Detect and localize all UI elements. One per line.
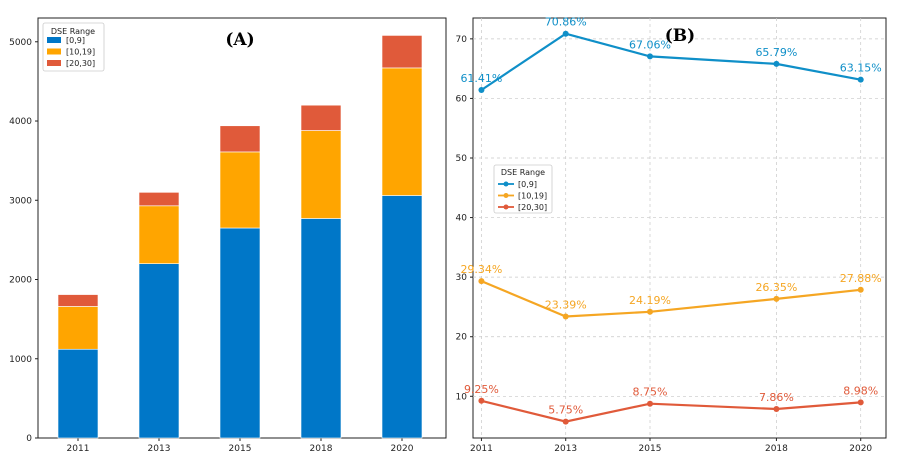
panel-a-legend-swatch [47, 60, 61, 66]
panel-b-data-label: 8.98% [843, 384, 878, 397]
panel-a-bar-segment [381, 67, 423, 196]
panel-b-ytick-label: 10 [456, 392, 468, 402]
panel-b-ytick-label: 30 [456, 273, 468, 283]
panel-b-data-label: 63.15% [840, 62, 882, 75]
panel-b-data-point [562, 313, 569, 320]
panel-a-legend-title: DSE Range [51, 27, 95, 36]
panel-b-data-label: 29.34% [460, 263, 502, 276]
panel-b-data-point [647, 53, 653, 60]
panel-b-ytick-label: 40 [456, 214, 468, 224]
panel-b-legend-label: [10,19] [518, 192, 547, 201]
panel-b-legend-marker [503, 193, 509, 198]
panel-b-data-label: 9.25% [464, 383, 499, 396]
panel-a-bar-segment [381, 35, 423, 69]
panel-b-data-label: 65.79% [755, 46, 797, 59]
panel-b-data-label: 70.86% [545, 16, 587, 29]
panel-a-ytick-label: 3000 [9, 196, 32, 206]
panel-a-legend-swatch [47, 48, 61, 55]
panel-b-data-point [647, 400, 653, 407]
panel-b-xtick-label: 2011 [470, 444, 493, 454]
panel-b-legend-label: [20,30] [518, 203, 547, 212]
panel-a-ytick-label: 0 [26, 434, 32, 444]
panel-b-plot-area [472, 17, 887, 439]
panel-b-xtick-label: 2020 [849, 444, 872, 454]
panel-a-bar-segment [300, 130, 342, 219]
panel-b-legend-marker [503, 181, 509, 187]
panel-b-data-point [857, 76, 864, 83]
panel-b-ytick-label: 60 [456, 94, 468, 104]
panel-a-bar-segment [300, 104, 342, 131]
panel-a-label: (A) [225, 30, 254, 50]
panel-b-data-label: 27.88% [840, 272, 882, 285]
panel-a-ytick-label: 4000 [9, 117, 32, 127]
panel-b-data-label: 5.75% [548, 404, 583, 417]
panel-b-legend-title: DSE Range [501, 168, 545, 177]
panel-b-data-point [857, 286, 864, 293]
panel-a-bar-segment [300, 218, 342, 439]
panel-b-ytick-label: 20 [456, 333, 468, 343]
panel-a-bar-segment [57, 306, 99, 350]
panel-b-data-point [647, 308, 653, 315]
panel-a-bar-segment [57, 294, 99, 307]
panel-a-legend-label: [10,19] [66, 48, 95, 57]
panel-a-bar-segment [381, 195, 423, 439]
panel-a-legend: DSE Range [0,9] [10,19] [20,30] [42, 22, 105, 72]
panel-b-xtick-label: 2013 [554, 444, 577, 454]
panel-b-data-label: 61.41% [460, 72, 502, 85]
panel-b-data-point [478, 278, 485, 285]
panel-a-ytick-label: 1000 [9, 355, 32, 365]
panel-b-ytick-label: 70 [456, 35, 468, 45]
panel-b-ytick-label: 50 [456, 154, 468, 164]
panel-a-bar-segment [219, 151, 261, 229]
panel-b-xtick-label: 2018 [765, 444, 788, 454]
panel-a-xtick-label: 2015 [229, 444, 252, 454]
panel-b-data-point [773, 295, 780, 302]
panel-b-data-point [857, 399, 864, 406]
panel-b-xtick-label: 2015 [639, 444, 662, 454]
panel-a-xtick-label: 2013 [148, 444, 171, 454]
panel-a-bar-segment [138, 192, 180, 207]
panel-a-xtick-label: 2018 [310, 444, 333, 454]
panel-b-data-label: 7.86% [759, 391, 794, 404]
panel-b-data-point [562, 418, 569, 425]
panel-a-bar-chart: 0 1000 2000 3000 4000 5000 2011 2013 2015 2018 20… [9, 17, 447, 454]
panel-b-data-point [773, 406, 780, 413]
panel-b-legend-label: [0,9] [518, 180, 537, 189]
panel-b-legend: DSE Range [0,9] [10,19] [20,30] [493, 164, 553, 214]
panel-b-data-point [562, 30, 569, 37]
panel-a-xtick-label: 2020 [391, 444, 414, 454]
panel-b-data-label: 67.06% [629, 38, 671, 51]
panel-a-xtick-label: 2011 [67, 444, 90, 454]
panel-a-bar-segment [57, 348, 99, 439]
panel-a-legend-label: [0,9] [66, 36, 85, 45]
panel-b-label: (B) [665, 26, 695, 46]
panel-b-line-chart: 10 20 30 40 50 60 70 2011 2013 2015 2018 2020 61.4… [456, 16, 887, 454]
panel-a-bar-segment [219, 125, 261, 153]
panel-b-data-label: 26.35% [755, 281, 797, 294]
panel-b-legend-marker [503, 204, 509, 210]
panel-b-data-point [773, 60, 780, 67]
panel-a-bar-segment [138, 205, 180, 264]
panel-b-data-point [478, 397, 485, 404]
panel-b-data-label: 23.39% [545, 299, 587, 312]
panel-a-legend-swatch [47, 37, 61, 43]
panel-a-bar-segment [138, 263, 180, 439]
panel-a-bar-segment [219, 227, 261, 439]
panel-b-data-label: 8.75% [633, 386, 668, 399]
panel-a-ytick-label: 5000 [9, 38, 32, 48]
panel-b-data-point [478, 87, 485, 94]
panel-a-legend-label: [20,30] [66, 59, 95, 68]
panel-b-data-label: 24.19% [629, 294, 671, 307]
panel-a-ytick-label: 2000 [9, 276, 32, 286]
